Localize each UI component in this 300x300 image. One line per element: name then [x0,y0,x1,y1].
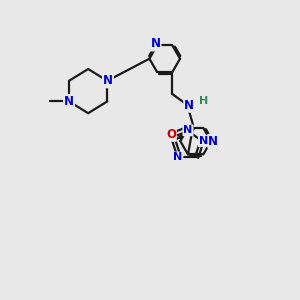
Text: N: N [208,135,218,148]
Text: N: N [183,125,193,135]
Text: N: N [184,99,194,112]
Text: H: H [199,95,208,106]
Text: O: O [166,128,176,141]
Text: N: N [103,74,113,87]
Text: N: N [199,136,208,146]
Text: N: N [64,95,74,108]
Text: N: N [173,152,182,163]
Text: N: N [151,38,160,50]
